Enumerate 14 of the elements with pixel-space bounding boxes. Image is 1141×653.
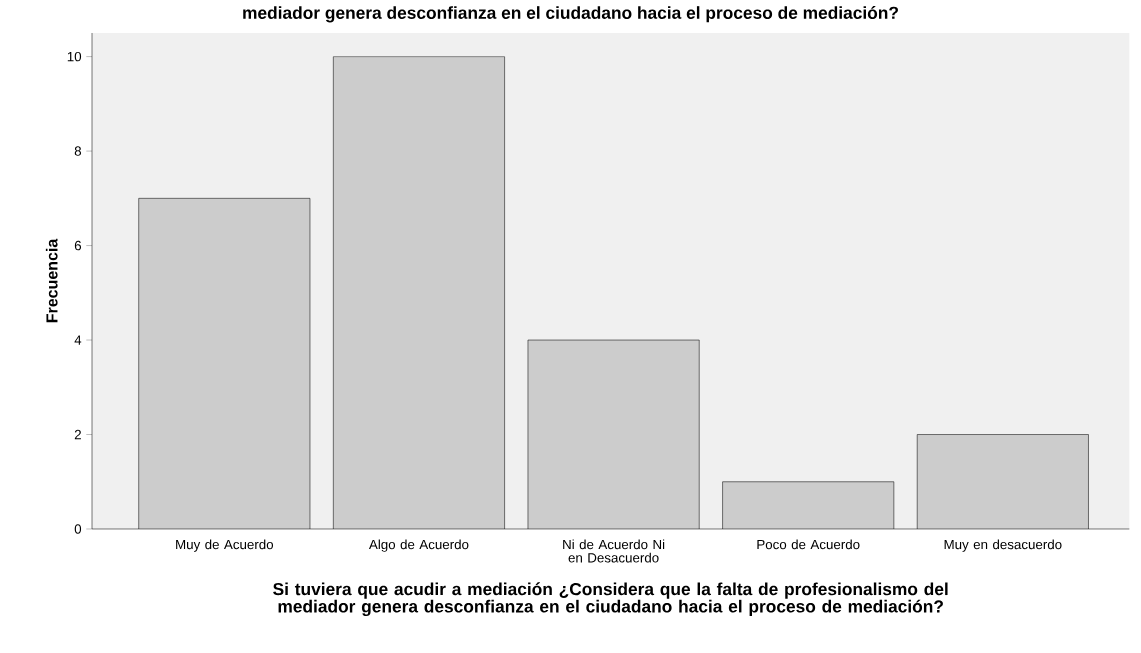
x-tick-label: Muy de Acuerdo (176, 539, 274, 552)
x-tick-label: Algo de Acuerdo (368, 539, 469, 552)
x-axis-title: Si tuviera que acudir a mediación ¿Considera que la falta de profesionalismo del mediador genera desconfianza en el ciudadano hacia el proceso de mediación? (273, 582, 948, 617)
y-tick-label: 10 (67, 51, 82, 62)
x-tick-label: Poco de Acuerdo (757, 539, 860, 550)
x-tick-label: Muy en desacuerdo (944, 539, 1062, 552)
chart-title: mediador genera desconfianza en el ciudadano hacia el proceso de mediación? (243, 6, 898, 23)
y-tick-label: 8 (74, 146, 82, 156)
y-tick-label: 2 (74, 429, 81, 440)
y-tick-label: 6 (74, 240, 82, 251)
x-tick-label: Ni de Acuerdo Ni en Desacuerdo (563, 539, 665, 563)
y-tick-label: 0 (74, 524, 82, 534)
y-tick-label: 4 (74, 335, 82, 345)
y-axis-title: Frecuencia (45, 238, 58, 323)
